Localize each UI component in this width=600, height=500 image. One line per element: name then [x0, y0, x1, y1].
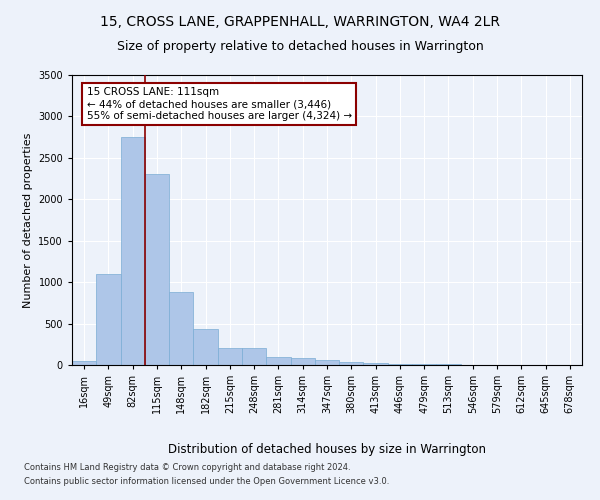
Bar	[388, 364, 412, 365]
Bar	[193, 330, 218, 365]
Bar	[266, 356, 290, 365]
Bar	[96, 274, 121, 365]
Y-axis label: Number of detached properties: Number of detached properties	[23, 132, 32, 308]
Text: Contains public sector information licensed under the Open Government Licence v3: Contains public sector information licen…	[24, 477, 389, 486]
Bar	[290, 358, 315, 365]
Text: 15 CROSS LANE: 111sqm
← 44% of detached houses are smaller (3,446)
55% of semi-d: 15 CROSS LANE: 111sqm ← 44% of detached …	[86, 88, 352, 120]
Text: Contains HM Land Registry data © Crown copyright and database right 2024.: Contains HM Land Registry data © Crown c…	[24, 464, 350, 472]
Bar	[218, 348, 242, 365]
Bar	[72, 361, 96, 365]
Bar	[364, 363, 388, 365]
Bar	[121, 137, 145, 365]
Bar	[315, 360, 339, 365]
Text: Distribution of detached houses by size in Warrington: Distribution of detached houses by size …	[168, 442, 486, 456]
Text: Size of property relative to detached houses in Warrington: Size of property relative to detached ho…	[116, 40, 484, 53]
Bar	[412, 364, 436, 365]
Bar	[145, 174, 169, 365]
Text: 15, CROSS LANE, GRAPPENHALL, WARRINGTON, WA4 2LR: 15, CROSS LANE, GRAPPENHALL, WARRINGTON,…	[100, 15, 500, 29]
Bar	[169, 292, 193, 365]
Bar	[436, 364, 461, 365]
Bar	[242, 348, 266, 365]
Bar	[339, 362, 364, 365]
